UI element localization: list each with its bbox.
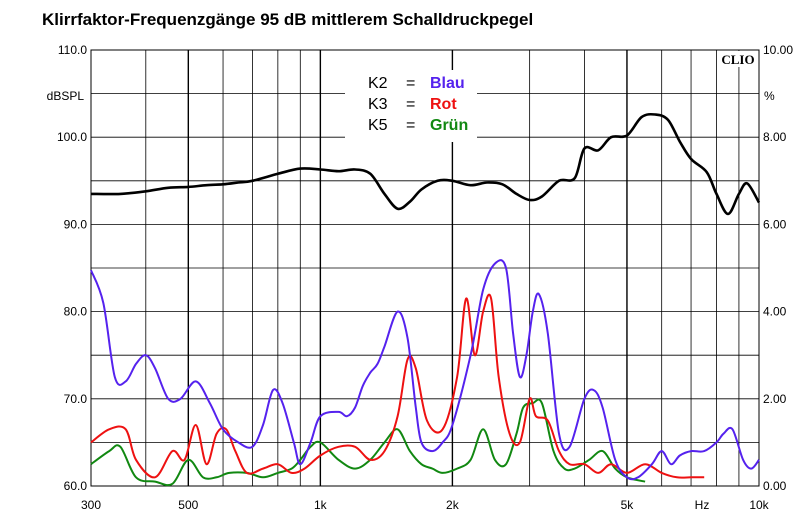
legend-series-name: Blau: [430, 75, 465, 92]
y-left-tick-label: 90.0: [64, 217, 88, 231]
y-right-tick-label: 10.00: [763, 43, 793, 57]
legend-series-name: Rot: [430, 96, 457, 113]
y-left-tick-label: 70.0: [64, 392, 88, 406]
brand-logo: CLIO: [721, 52, 754, 67]
k5-distortion-line: [90, 398, 646, 487]
series-group: [90, 112, 761, 487]
legend-equals: =: [406, 75, 415, 92]
y-right-tick-label: 6.00: [763, 217, 787, 231]
k2-distortion-line: [90, 259, 760, 481]
y-left-tick-label: 60.0: [64, 479, 88, 493]
tick-labels: 300 500 1k 2k 5k 10k 60.0 70.0 80.0 90.0 100.0 110.…: [57, 43, 793, 512]
y-left-tick-label: 110.0: [58, 43, 87, 57]
y-right-tick-label: 2.00: [763, 392, 787, 406]
x-axis-unit-label: Hz: [695, 498, 710, 512]
y-axis-left-label: dBSPL: [47, 89, 85, 103]
legend-key: K5: [368, 117, 388, 134]
k3-distortion-line: [90, 293, 705, 479]
x-tick-label: 2k: [446, 498, 460, 512]
x-tick-label: 500: [178, 498, 198, 512]
x-tick-label: 10k: [749, 498, 769, 512]
legend-series-name: Grün: [430, 117, 468, 134]
legend-key: K3: [368, 96, 388, 113]
x-tick-label: 1k: [314, 498, 328, 512]
legend-equals: =: [406, 117, 415, 134]
y-right-tick-label: 0.00: [763, 479, 787, 493]
y-right-tick-label: 4.00: [763, 305, 787, 319]
y-left-tick-label: 100.0: [57, 130, 87, 144]
legend-box: [345, 70, 477, 142]
y-left-tick-label: 80.0: [64, 305, 88, 319]
chart-title: Klirrfaktor-Frequenzgänge 95 dB mittlere…: [42, 10, 534, 29]
legend-key: K2: [368, 75, 388, 92]
x-tick-label: 5k: [621, 498, 635, 512]
spl-response-line: [90, 112, 761, 216]
y-right-tick-label: 8.00: [763, 130, 787, 144]
y-axis-right-label: %: [764, 89, 775, 103]
grid: [91, 50, 759, 486]
legend-equals: =: [406, 96, 415, 113]
brand-box: [718, 51, 758, 67]
legend: K2 = Blau K3 = Rot K5 = Grün: [345, 70, 477, 142]
x-tick-label: 300: [81, 498, 101, 512]
